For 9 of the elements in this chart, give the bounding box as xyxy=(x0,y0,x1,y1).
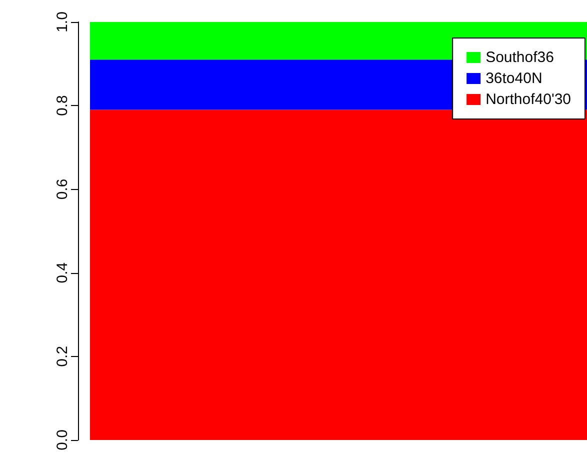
legend-label: Southof36 xyxy=(486,49,554,66)
legend-label: Northof40'30 xyxy=(486,91,572,108)
y-tick-label: 0.8 xyxy=(54,95,71,116)
y-tick-label: 1.0 xyxy=(54,12,71,32)
y-tick-label: 0.6 xyxy=(54,178,71,200)
y-tick-label: 0.4 xyxy=(54,262,71,284)
y-tick-label: 0.0 xyxy=(54,430,71,450)
legend-label: 36to40N xyxy=(486,70,542,87)
y-tick-label: 0.2 xyxy=(54,346,71,367)
